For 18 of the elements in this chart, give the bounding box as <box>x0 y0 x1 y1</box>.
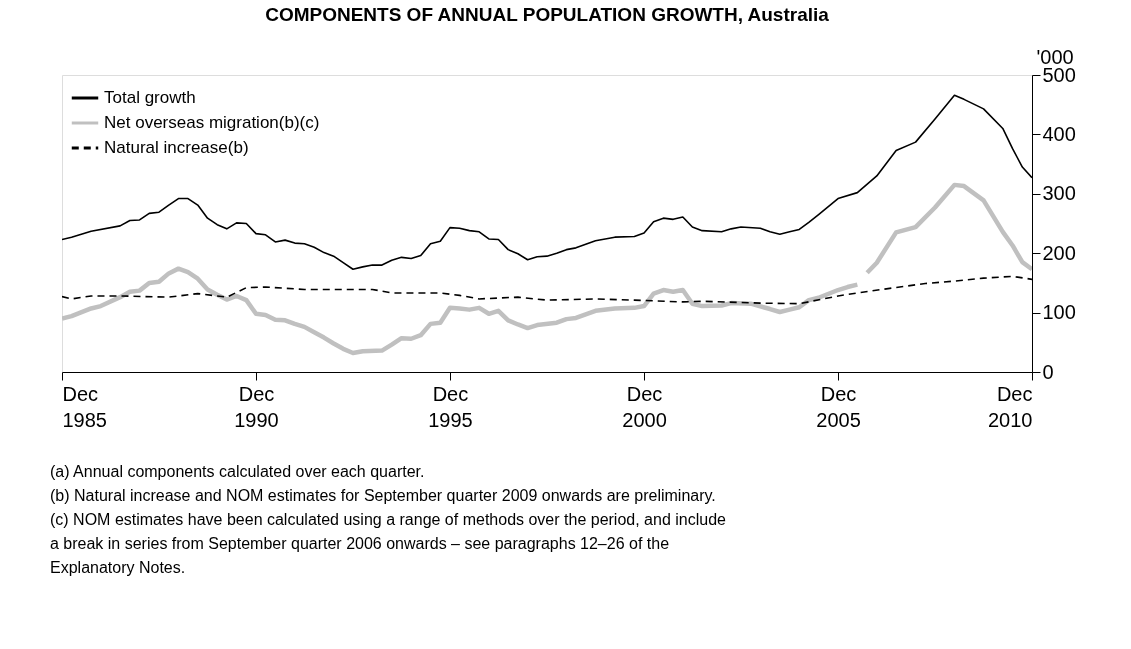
x-tick-label: Dec 2010 <box>988 382 1033 431</box>
x-tick-label: Dec 1985 <box>62 382 107 431</box>
y-tick-label: 300 <box>1042 182 1076 205</box>
text: (c) NOM estimates have been calculated using a range of methods over the period, and include a break in series from September quarter 2006 onwards – see paragraphs 12–26 of the Explanatory Notes. <box>50 511 727 576</box>
x-tick-label: Dec 2005 <box>816 382 861 431</box>
chart-title: COMPONENTS OF ANNUAL POPULATION GROWTH, Australia <box>265 4 830 25</box>
y-tick-label: 0 <box>1042 360 1054 383</box>
text: (b) Natural increase and NOM estimates for September quarter 2009 onwards are preliminary. <box>50 487 716 504</box>
x-tick-label: Dec 1990 <box>234 382 279 431</box>
text: (a) Annual components calculated over each quarter. <box>50 463 425 480</box>
legend-label: Total growth <box>104 88 196 107</box>
x-tick-label: Dec 1995 <box>428 382 473 431</box>
legend-label: Net overseas migration(b)(c) <box>104 113 320 132</box>
y-tick-label: 100 <box>1042 301 1076 324</box>
legend-label: Natural increase(b) <box>104 138 249 157</box>
x-tick-label: Dec 2000 <box>622 382 667 431</box>
y-tick-label: 200 <box>1042 241 1076 264</box>
y-tick-label: 400 <box>1042 122 1076 145</box>
